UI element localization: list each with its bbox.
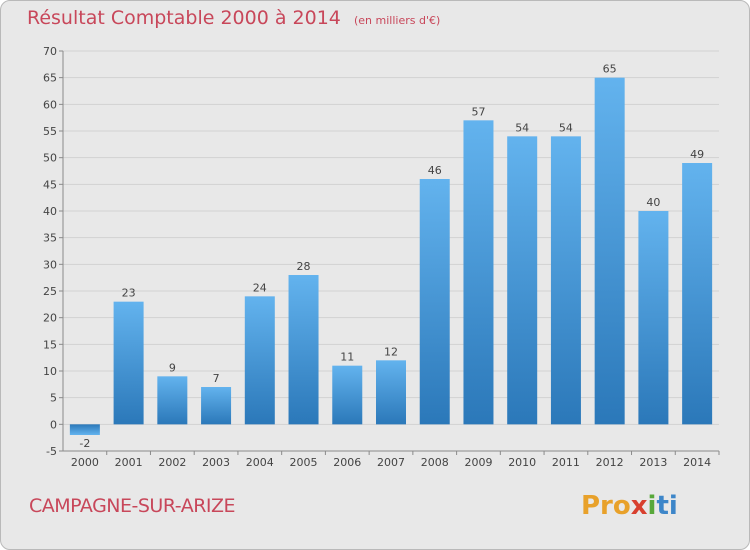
y-tick-label: 70 [43,45,57,58]
bar-2014 [682,163,713,425]
bar-2003 [201,387,232,425]
logo-part-4: ti [656,491,678,521]
y-tick-label: 45 [43,178,57,191]
place-name: CAMPAGNE-SUR-ARIZE [29,495,236,517]
y-tick-label: 0 [50,418,57,431]
data-label: 46 [428,164,442,177]
y-tick-label: 20 [43,312,57,325]
chart-subtitle: (en milliers d'€) [353,14,441,27]
x-tick-label: 2014 [683,456,711,469]
bar-2013 [638,211,669,425]
logo-part-1: Pro [581,491,631,521]
y-tick-label: 15 [43,338,57,351]
x-tick-label: 2013 [639,456,667,469]
x-tick-label: 2003 [202,456,230,469]
data-label: 40 [646,196,660,209]
data-label: 49 [690,148,704,161]
proxiti-logo: Proxiti [581,491,678,521]
data-label: 54 [515,121,529,134]
data-label: -2 [79,437,90,450]
x-tick-label: 2011 [552,456,580,469]
y-tick-label: 65 [43,72,57,85]
chart-title-main: Résultat Comptable 2000 à 2014 [27,7,341,29]
data-label: 12 [384,345,398,358]
x-tick-label: 2001 [115,456,143,469]
x-tick-label: 2007 [377,456,405,469]
data-label: 57 [471,105,485,118]
data-label: 65 [603,63,617,76]
bar-2007 [376,360,406,425]
y-tick-label: 10 [43,365,57,378]
chart-title: Résultat Comptable 2000 à 2014 (en milli… [27,7,440,29]
logo-part-3: i [647,491,657,521]
data-label: 28 [297,260,311,273]
x-tick-label: 2009 [464,456,492,469]
bar-2012 [594,77,625,425]
bar-2010 [507,136,538,425]
data-label: 54 [559,121,573,134]
data-label: 7 [213,372,220,385]
x-tick-label: 2010 [508,456,536,469]
logo-part-2: x [630,491,648,521]
x-tick-label: 2005 [290,456,318,469]
data-label: 24 [253,281,267,294]
y-tick-label: 50 [43,152,57,165]
data-label: 9 [169,361,176,374]
bar-2004 [244,296,275,425]
y-tick-label: 55 [43,125,57,138]
bar-2011 [550,136,581,425]
y-tick-label: 30 [43,258,57,271]
data-label: 11 [340,351,354,364]
y-tick-label: 25 [43,285,57,298]
x-tick-label: 2012 [596,456,624,469]
y-tick-label: 60 [43,98,57,111]
y-tick-label: 35 [43,232,57,245]
bar-2001 [113,301,144,425]
y-tick-label: 5 [50,392,57,405]
bar-2000 [69,424,100,435]
bar-2006 [332,365,363,425]
x-tick-label: 2004 [246,456,274,469]
x-tick-label: 2002 [158,456,186,469]
x-tick-label: 2006 [333,456,361,469]
data-label: 23 [122,287,136,300]
bar-2008 [419,179,450,425]
x-tick-label: 2000 [71,456,99,469]
y-tick-label: -5 [46,445,57,458]
bar-2002 [157,376,188,425]
y-tick-label: 40 [43,205,57,218]
x-tick-label: 2008 [421,456,449,469]
bar-2005 [288,275,319,425]
bar-2009 [463,120,494,425]
